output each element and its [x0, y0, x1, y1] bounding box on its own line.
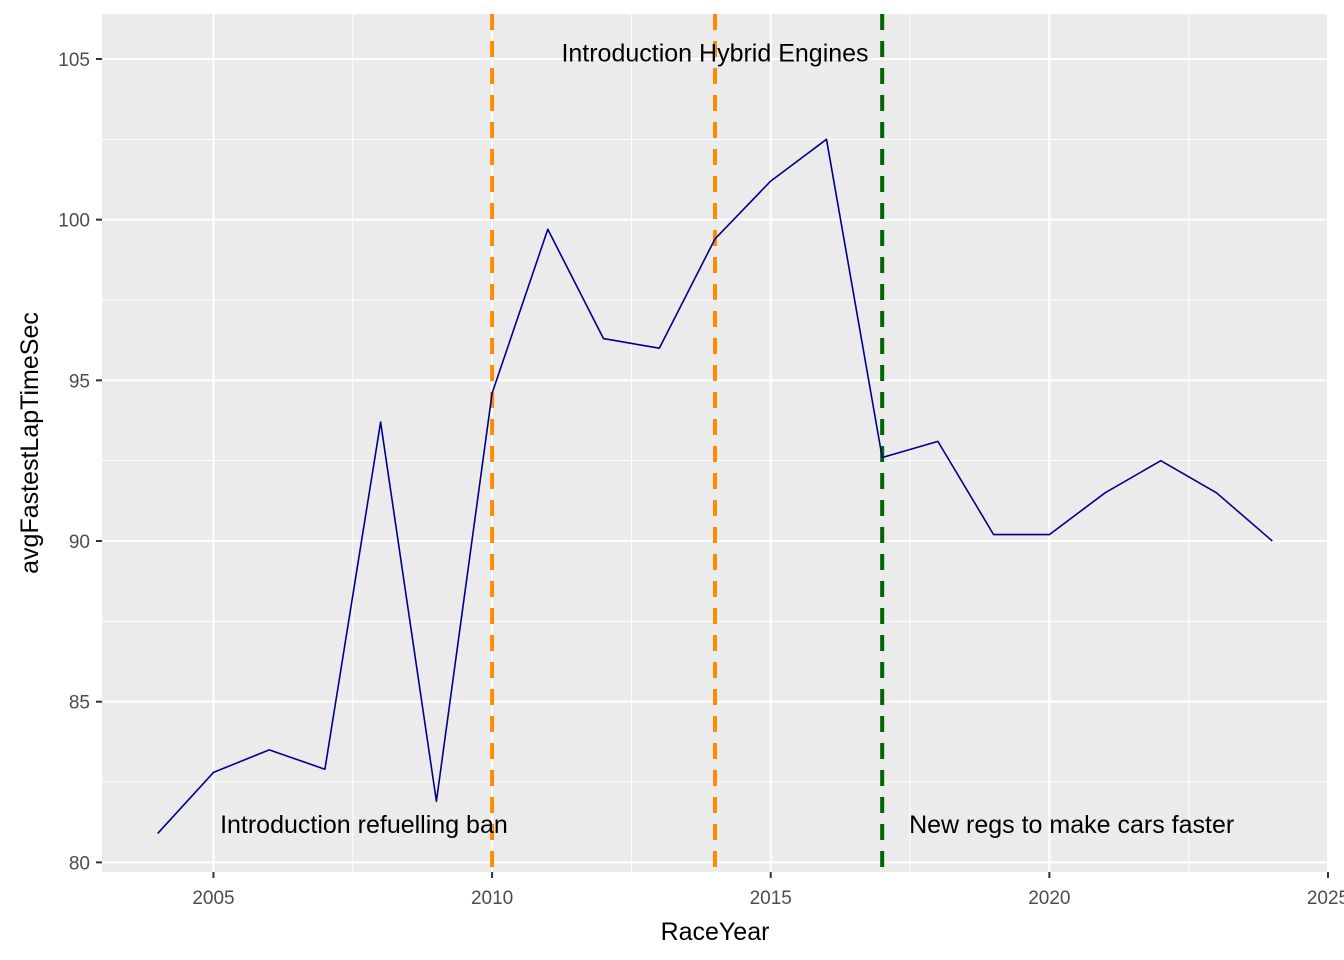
annotation-2: Introduction Hybrid Engines: [561, 40, 868, 68]
annotation-1: Introduction refuelling ban: [220, 811, 508, 839]
series-line: [157, 138, 1273, 834]
y-tick-label: 95: [69, 371, 90, 392]
annotations: Introduction refuelling ban Introduction …: [220, 40, 1234, 839]
y-tick-label: 105: [58, 50, 90, 71]
x-tick-label: 2025: [1307, 888, 1344, 909]
x-axis: 2005 2010 2015 2020 2025: [192, 872, 1344, 909]
annotation-3: New regs to make cars faster: [909, 811, 1234, 839]
y-axis: 80 85 90 95 100 105: [58, 50, 102, 874]
reference-lines: [490, 14, 885, 872]
x-tick-label: 2005: [192, 888, 234, 909]
y-axis-title: avgFastestLapTimeSec: [16, 312, 44, 574]
series-layer: [157, 138, 1273, 834]
y-tick-label: 100: [58, 211, 90, 232]
y-tick-label: 80: [69, 853, 90, 874]
y-tick-label: 85: [69, 693, 90, 714]
x-axis-title: RaceYear: [661, 918, 770, 946]
x-tick-label: 2020: [1028, 888, 1070, 909]
x-tick-label: 2010: [471, 888, 513, 909]
y-tick-label: 90: [69, 532, 90, 553]
x-tick-label: 2015: [750, 888, 792, 909]
